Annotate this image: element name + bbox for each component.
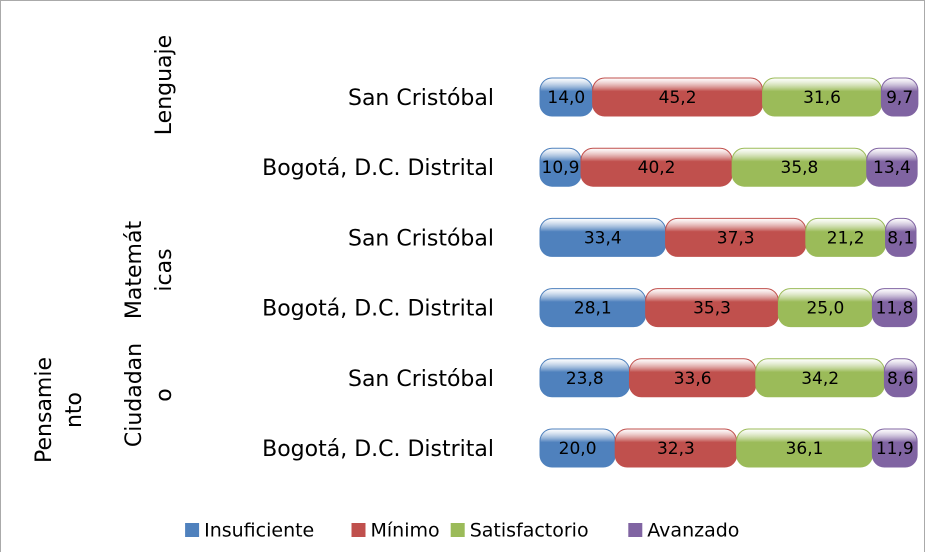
legend-label: Avanzado [647, 520, 739, 542]
legend-label: Mínimo [371, 520, 440, 542]
category-label: Bogotá, D.C. Distrital [262, 437, 494, 462]
value-label: 40,2 [638, 158, 676, 178]
legend-swatch [628, 523, 643, 537]
bar-segment [885, 217, 917, 257]
value-label: 37,3 [717, 228, 755, 248]
value-label: 8,6 [887, 369, 914, 389]
category-label: Bogotá, D.C. Distrital [262, 297, 494, 322]
value-label: 21,2 [827, 228, 865, 248]
value-label: 28,1 [574, 299, 612, 319]
value-label: 10,9 [542, 158, 580, 178]
value-label: 25,0 [806, 299, 844, 319]
group-label: Lenguaje [152, 35, 177, 135]
legend-label: Insuficiente [204, 520, 314, 542]
value-label: 33,4 [584, 228, 622, 248]
value-label: 32,3 [657, 439, 695, 459]
legend-swatch [185, 523, 200, 537]
value-label: 45,2 [659, 88, 697, 108]
value-label: 13,4 [873, 158, 911, 178]
bar-segment [880, 77, 919, 117]
value-label: 11,8 [876, 299, 914, 319]
value-label: 31,6 [803, 88, 841, 108]
bar-segment [883, 358, 918, 398]
value-label: 20,0 [559, 439, 597, 459]
group-label: Ciudadan [122, 343, 147, 447]
group-label: Matemát [122, 221, 147, 320]
legend-swatch [351, 523, 366, 537]
value-label: 23,8 [566, 369, 604, 389]
value-label: 11,9 [876, 439, 914, 459]
category-label: San Cristóbal [348, 86, 494, 111]
category-label: San Cristóbal [348, 226, 494, 251]
group-label: o [152, 388, 177, 401]
value-label: 34,2 [801, 369, 839, 389]
value-label: 14,0 [547, 88, 585, 108]
bar-segment [871, 428, 918, 468]
value-label: 35,8 [781, 158, 819, 178]
group-label: Pensamie [32, 357, 57, 463]
value-label: 8,1 [887, 228, 914, 248]
bar-segment [871, 288, 918, 328]
legend-swatch [450, 523, 465, 537]
legend-label: Satisfactorio [470, 520, 589, 542]
category-label: Bogotá, D.C. Distrital [262, 156, 494, 181]
group-label: icas [152, 248, 177, 291]
category-label: San Cristóbal [348, 367, 494, 392]
bar-segment [866, 147, 918, 187]
value-label: 36,1 [786, 439, 824, 459]
value-label: 33,6 [674, 369, 712, 389]
group-label: nto [62, 392, 87, 428]
value-label: 35,3 [693, 299, 731, 319]
value-label: 9,7 [886, 88, 913, 108]
